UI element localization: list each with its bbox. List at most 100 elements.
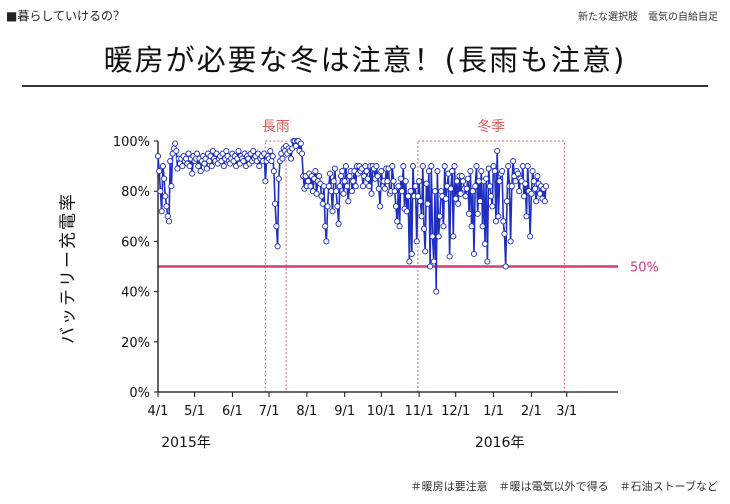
data-point (490, 163, 497, 170)
data-point (524, 163, 531, 170)
data-point (250, 147, 257, 155)
data-point (514, 170, 521, 177)
data-point (168, 183, 175, 190)
data-point (161, 175, 168, 182)
data-point (522, 180, 529, 187)
data-point (336, 183, 343, 190)
data-point (534, 173, 541, 180)
data-point (467, 168, 474, 175)
data-point (449, 168, 456, 175)
data-point (529, 168, 536, 175)
data-point (325, 183, 332, 190)
data-point (408, 250, 415, 257)
data-point (384, 178, 391, 185)
x-tick-label: 11/1 (405, 404, 434, 419)
data-point (458, 173, 465, 180)
data-point (193, 150, 201, 157)
data-point (508, 183, 515, 190)
data-point (541, 198, 548, 205)
data-point (414, 193, 421, 200)
data-point (156, 168, 163, 175)
data-point (453, 178, 460, 185)
data-point (320, 183, 327, 190)
data-point (446, 253, 453, 260)
data-point (503, 198, 511, 205)
data-point (154, 153, 162, 160)
data-point (477, 198, 484, 205)
data-point (536, 190, 543, 197)
data-point (275, 175, 282, 182)
data-point (485, 165, 492, 172)
data-point (297, 140, 304, 147)
data-point (329, 208, 336, 215)
data-point (516, 188, 523, 195)
data-point (397, 175, 404, 182)
data-point (287, 155, 295, 162)
data-point (466, 210, 473, 217)
x-tick-label: 9/1 (334, 404, 355, 419)
data-point (507, 238, 514, 245)
data-point (533, 198, 540, 205)
data-point (334, 203, 341, 210)
data-point (434, 168, 441, 175)
data-point (409, 163, 417, 170)
data-point (425, 168, 432, 175)
data-point (474, 210, 481, 217)
data-point (491, 168, 498, 175)
data-point (400, 163, 407, 170)
data-point (322, 223, 329, 230)
data-point (305, 178, 312, 185)
data-point (469, 188, 476, 195)
threshold-label: 50% (630, 261, 659, 276)
data-point (344, 183, 351, 190)
data-point (530, 178, 537, 185)
data-point (429, 233, 436, 240)
data-point (167, 158, 174, 165)
data-point (339, 168, 346, 175)
data-point (163, 203, 170, 210)
data-point (331, 165, 338, 172)
data-point (172, 140, 179, 147)
data-point (157, 188, 164, 195)
data-point (307, 183, 314, 190)
x-tick-label: 5/1 (184, 404, 205, 419)
data-point (450, 233, 457, 240)
data-point (512, 178, 519, 185)
data-point (438, 188, 445, 195)
data-point (464, 175, 471, 182)
data-point (412, 183, 419, 190)
data-point (405, 193, 412, 200)
footer-tags: ＃暖房は要注意 ＃暖は電気以外で得る ＃石油ストーブなど (410, 480, 718, 493)
highlight-label-1: 長雨 (262, 119, 290, 135)
data-point (346, 173, 353, 180)
data-point (352, 183, 359, 190)
data-point (451, 163, 458, 170)
data-point (158, 208, 165, 215)
x-tick-label: 10/1 (367, 404, 396, 419)
data-point (374, 173, 381, 180)
y-tick-label: 40% (121, 286, 150, 301)
data-point (268, 158, 275, 165)
data-point (423, 180, 430, 187)
data-point (431, 188, 439, 195)
data-point (235, 147, 242, 155)
data-point (459, 178, 467, 185)
data-point (499, 168, 506, 175)
data-point (162, 193, 169, 200)
data-point (256, 163, 263, 170)
data-point (398, 188, 406, 195)
data-point (495, 213, 502, 220)
y-tick-label: 0% (129, 386, 150, 401)
x-tick-label: 2/1 (521, 404, 542, 419)
data-point (479, 223, 486, 230)
data-point (510, 158, 517, 165)
data-point (319, 200, 326, 207)
y-tick-label: 20% (121, 336, 150, 351)
data-point (165, 218, 173, 225)
year-label: 2015年 (161, 435, 211, 451)
data-point (417, 198, 424, 205)
highlight-label-2: 冬季 (477, 119, 505, 135)
data-point (323, 238, 330, 245)
data-point (359, 183, 367, 190)
data-point (484, 258, 491, 265)
